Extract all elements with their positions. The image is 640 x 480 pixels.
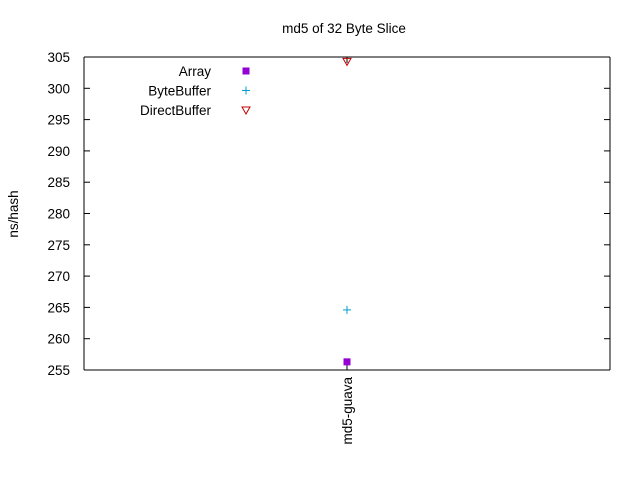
y-axis-ticks: 255 260 265 270 275 280 285 290 295 300 305 xyxy=(47,50,610,378)
y-tick-label: 270 xyxy=(47,269,70,284)
y-tick-label: 300 xyxy=(47,81,70,96)
y-tick-label: 285 xyxy=(47,175,70,190)
legend-marker-directbuffer xyxy=(241,106,251,116)
data-point-directbuffer xyxy=(342,57,352,67)
y-tick-label: 280 xyxy=(47,207,70,222)
y-tick-label: 255 xyxy=(47,363,70,378)
y-tick-label: 290 xyxy=(47,144,70,159)
chart-title: md5 of 32 Byte Slice xyxy=(282,21,406,36)
data-point-array xyxy=(343,358,351,366)
legend-marker-array xyxy=(242,67,250,75)
data-point-bytebuffer xyxy=(343,305,351,314)
y-axis-label: ns/hash xyxy=(6,190,21,237)
data-points xyxy=(342,57,352,366)
y-tick-label: 260 xyxy=(47,332,70,347)
legend: Array ByteBuffer DirectBuffer xyxy=(140,64,251,118)
legend-label: DirectBuffer xyxy=(140,103,212,118)
y-tick-label: 295 xyxy=(47,113,70,128)
legend-marker-bytebuffer xyxy=(242,86,250,95)
x-axis-ticks: md5-guava xyxy=(340,57,355,445)
y-tick-label: 275 xyxy=(47,238,70,253)
x-tick-label: md5-guava xyxy=(340,377,355,445)
y-tick-label: 265 xyxy=(47,300,70,315)
legend-label: Array xyxy=(179,64,212,79)
legend-label: ByteBuffer xyxy=(148,84,211,99)
y-tick-label: 305 xyxy=(47,50,70,65)
